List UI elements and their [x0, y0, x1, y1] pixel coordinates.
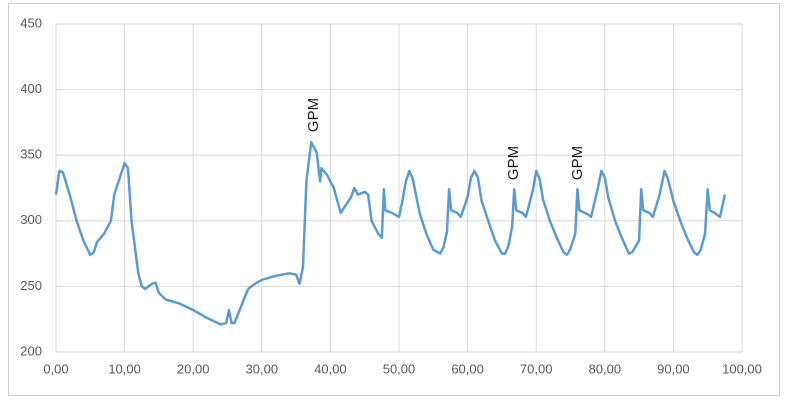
chart-frame [8, 3, 780, 396]
y-tick-label: 250 [20, 278, 42, 293]
x-tick-label: 20,00 [177, 361, 210, 376]
x-tick-label: 80,00 [589, 361, 622, 376]
x-tick-label: 60,00 [451, 361, 484, 376]
x-tick-label: 0,00 [43, 361, 68, 376]
x-tick-label: 70,00 [520, 361, 553, 376]
data-line [54, 140, 727, 326]
y-tick-label: 350 [20, 147, 42, 162]
y-tick-label: 400 [20, 81, 42, 96]
annotation: GPM [305, 98, 322, 132]
x-tick-label: 30,00 [246, 361, 279, 376]
x-tick-label: 90,00 [657, 361, 690, 376]
annotation: GPM [569, 146, 586, 180]
y-tick-label: 300 [20, 212, 42, 227]
y-tick-label: 200 [20, 343, 42, 358]
x-tick-label: 40,00 [314, 361, 347, 376]
annotation: GPM [505, 146, 522, 180]
x-tick-label: 50,00 [383, 361, 416, 376]
x-tick-label: 10,00 [108, 361, 141, 376]
x-tick-label: 100,00 [722, 361, 762, 376]
y-tick-label: 450 [20, 15, 42, 30]
